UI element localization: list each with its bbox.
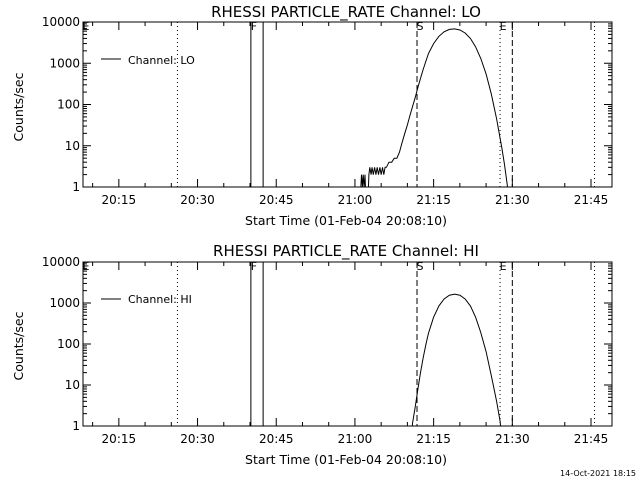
y-tick-label: 1000	[49, 56, 80, 70]
event-marker-label: E	[500, 20, 507, 33]
x-tick-label: 21:45	[574, 193, 609, 207]
event-marker-label: E	[83, 260, 90, 273]
y-tick-label: 1	[72, 180, 80, 194]
x-tick-label: 20:15	[102, 432, 137, 446]
event-marker-label: F	[251, 260, 257, 273]
event-marker-label: S	[417, 20, 424, 33]
x-tick-label: 21:45	[574, 432, 609, 446]
x-tick-label: 21:00	[338, 432, 373, 446]
x-axis-label: Start Time (01-Feb-04 20:08:10)	[245, 452, 447, 467]
event-marker-label: S	[417, 260, 424, 273]
y-tick-label: 10000	[42, 15, 80, 29]
event-marker-label: E	[500, 260, 507, 273]
series-line	[411, 293, 502, 426]
event-marker-label: F	[251, 20, 257, 33]
y-tick-label: 10000	[42, 255, 80, 269]
y-tick-label: 10	[65, 139, 80, 153]
chart-panel-hi: RHESSI PARTICLE_RATE Channel: HI Counts/…	[11, 242, 613, 467]
x-tick-label: 21:00	[338, 193, 373, 207]
x-tick-label: 20:30	[180, 432, 215, 446]
y-tick-label: 1	[72, 419, 80, 433]
y-tick-label: 100	[57, 337, 80, 351]
series-line	[360, 28, 508, 187]
legend-label: Channel: HI	[128, 293, 192, 306]
event-marker-label: E	[83, 20, 90, 33]
x-tick-label: 21:15	[416, 432, 451, 446]
x-tick-label: 20:45	[259, 193, 294, 207]
x-tick-label: 20:15	[102, 193, 137, 207]
y-tick-label: 10	[65, 378, 80, 392]
y-tick-label: 1000	[49, 296, 80, 310]
x-axis-label: Start Time (01-Feb-04 20:08:10)	[245, 213, 447, 228]
y-tick-label: 100	[57, 98, 80, 112]
x-tick-label: 20:30	[180, 193, 215, 207]
plot-frame	[82, 21, 613, 188]
chart-panel-lo: RHESSI PARTICLE_RATE Channel: LO Counts/…	[11, 3, 613, 228]
legend-label: Channel: LO	[128, 54, 195, 67]
x-tick-label: 21:30	[495, 432, 530, 446]
x-tick-label: 21:15	[416, 193, 451, 207]
chart-title: RHESSI PARTICLE_RATE Channel: HI	[213, 242, 479, 261]
chart-title: RHESSI PARTICLE_RATE Channel: LO	[211, 3, 481, 22]
x-tick-label: 21:30	[495, 193, 530, 207]
y-axis-label: Counts/sec	[11, 311, 26, 380]
footer-timestamp: 14-Oct-2021 18:15	[560, 469, 636, 478]
y-axis-label: Counts/sec	[11, 72, 26, 141]
plot-frame	[82, 261, 613, 427]
x-tick-label: 20:45	[259, 432, 294, 446]
